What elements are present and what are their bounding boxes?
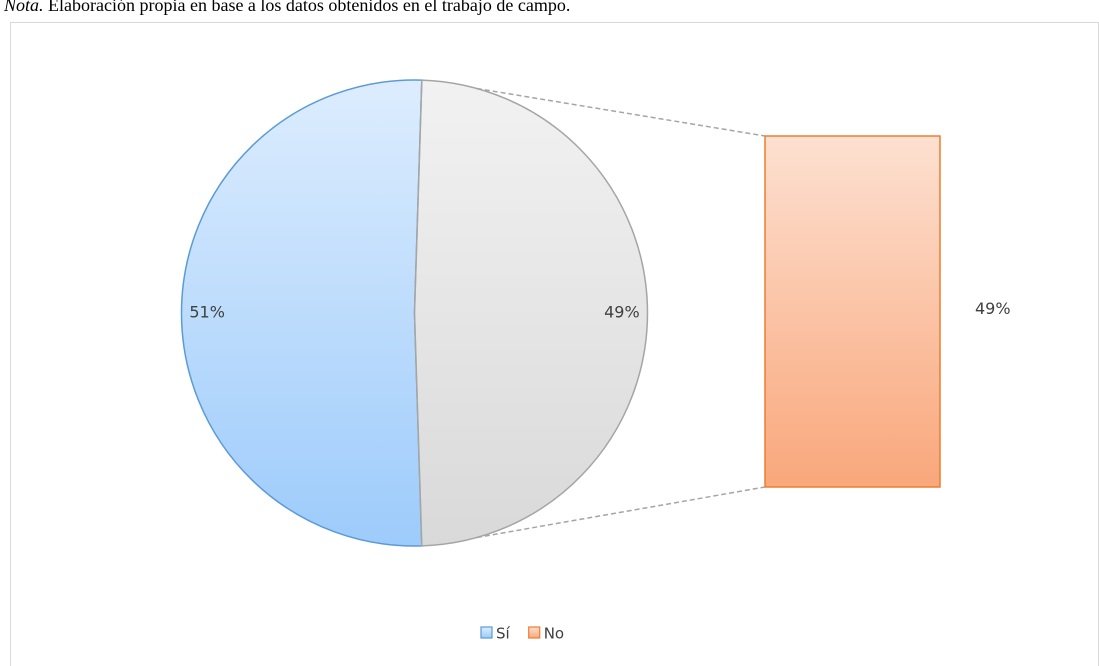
pie-slice — [413, 79, 649, 547]
legend-label: Sí — [496, 625, 511, 643]
legend-swatch — [528, 626, 541, 639]
connector — [476, 486, 766, 539]
legend-swatch — [480, 626, 493, 639]
bar-segment — [764, 135, 941, 488]
pie-label: 49% — [604, 303, 640, 322]
connector — [476, 87, 766, 137]
bar-label: 49% — [975, 299, 1011, 318]
pie-slice — [180, 79, 423, 547]
note-label: Nota. — [3, 0, 44, 15]
legend-label: No — [544, 625, 564, 643]
note: Nota. Elaboración propia en base a los d… — [3, 0, 570, 15]
note-text: Elaboración propia en base a los datos o… — [48, 0, 570, 15]
pie-label: 51% — [189, 303, 225, 322]
